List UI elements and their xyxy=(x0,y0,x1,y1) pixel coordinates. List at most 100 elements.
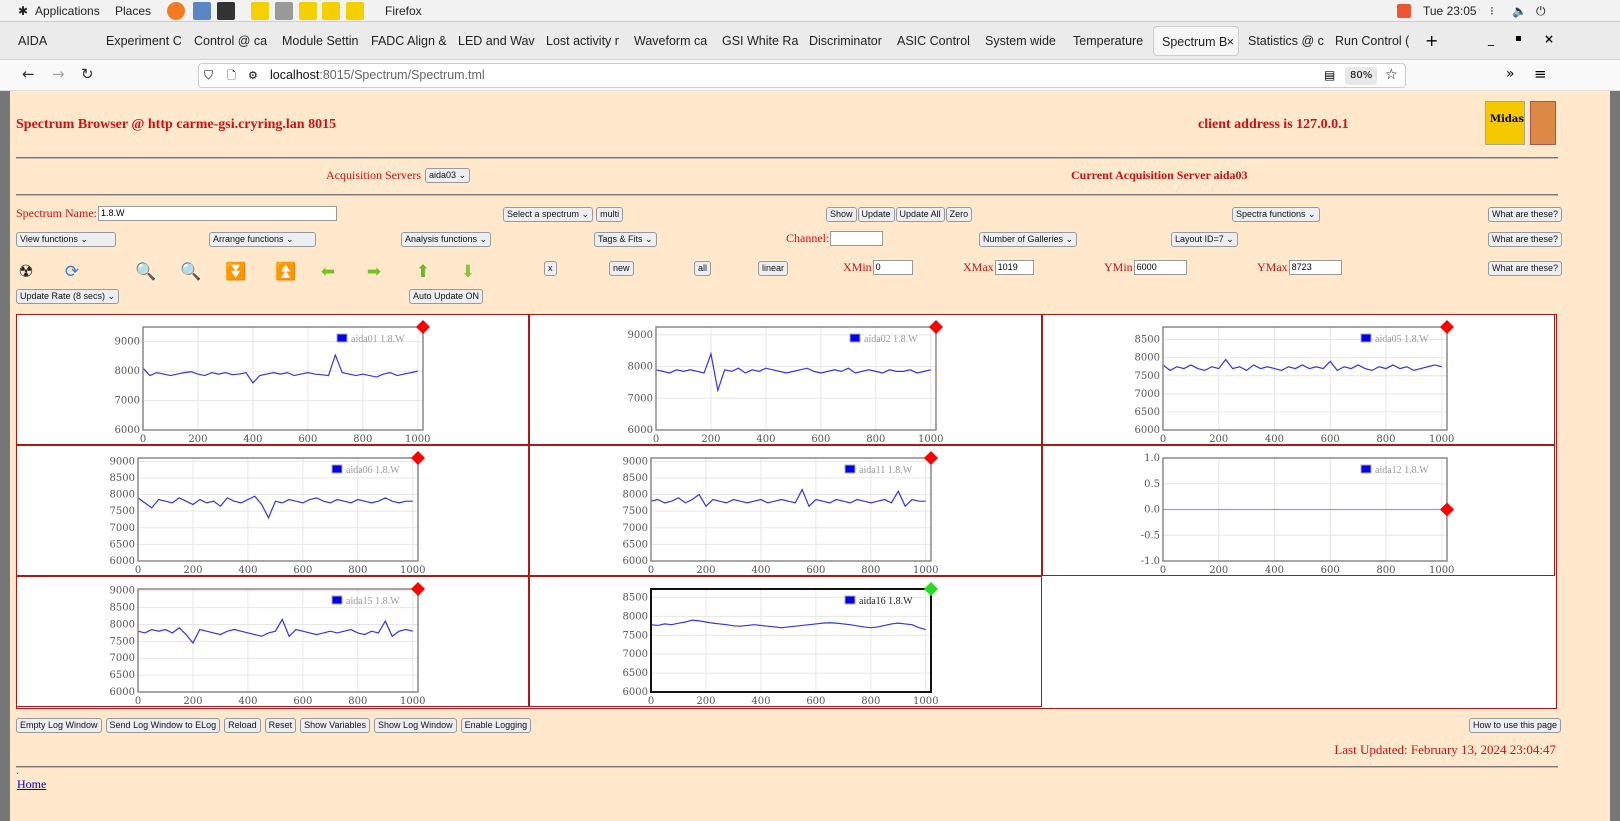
x-button[interactable]: x xyxy=(544,261,557,276)
close-tab-icon[interactable]: × xyxy=(1226,27,1234,55)
firefox-launcher-icon[interactable] xyxy=(167,2,185,20)
spectrum-chart[interactable]: 0 200 400 600 800 1000 6000 6500 7000 7500 8000 850… xyxy=(1043,315,1556,446)
places-menu[interactable]: Places xyxy=(115,4,152,18)
close-window-icon[interactable]: × xyxy=(1544,32,1555,46)
update-rate-dropdown[interactable]: Update Rate (8 secs) xyxy=(16,289,120,304)
layout-id-dropdown[interactable]: Layout ID=7 xyxy=(1171,232,1238,247)
screenshot-launcher-icon[interactable] xyxy=(275,2,293,20)
ymax-input[interactable]: 8723 xyxy=(1288,260,1342,275)
status-diamond-marker[interactable] xyxy=(1440,502,1454,517)
browser-tab[interactable]: Run Control ( xyxy=(1327,26,1413,56)
browser-tab[interactable]: Lost activity r xyxy=(538,26,624,56)
status-diamond-marker[interactable] xyxy=(929,320,943,334)
midas-launcher-icon[interactable] xyxy=(251,2,269,20)
zero-button[interactable]: Zero xyxy=(945,207,973,222)
arrow-left-icon[interactable]: ⬅ xyxy=(320,262,336,282)
zoom-in-icon[interactable]: 🔍 xyxy=(135,262,157,282)
browser-tab[interactable]: AIDA xyxy=(10,26,96,56)
browser-tab[interactable]: Waveform ca xyxy=(626,26,712,56)
footer-button[interactable]: Reset xyxy=(264,718,297,733)
midas-launcher-icon[interactable] xyxy=(299,2,317,20)
ymin-input[interactable]: 6000 xyxy=(1133,260,1187,275)
refresh-icon[interactable]: ⟳ xyxy=(64,262,80,282)
terminal-launcher-icon[interactable] xyxy=(217,2,235,20)
maximize-icon[interactable]: ▪ xyxy=(1515,33,1522,44)
spectrum-chart[interactable]: 0 200 400 600 800 1000 6000 6500 7000 7500 8000 850… xyxy=(530,577,1043,708)
new-tab-icon[interactable]: + xyxy=(1425,31,1439,50)
spectra-functions-dropdown[interactable]: Spectra functions xyxy=(1232,207,1320,222)
status-diamond-marker[interactable] xyxy=(416,320,430,334)
midas-launcher-icon[interactable] xyxy=(346,2,364,20)
status-diamond-marker[interactable] xyxy=(924,451,938,465)
analysis-functions-dropdown[interactable]: Analysis functions xyxy=(401,232,492,247)
midas-launcher-icon[interactable] xyxy=(322,2,340,20)
status-diamond-marker[interactable] xyxy=(411,451,425,465)
multi-button[interactable]: multi xyxy=(596,207,624,222)
how-to-use-button[interactable]: How to use this page xyxy=(1469,718,1562,733)
network-icon[interactable]: ⁝ xyxy=(1490,4,1494,18)
radiation-icon[interactable]: ☢ xyxy=(18,262,34,282)
browser-tab[interactable]: Spectrum B × xyxy=(1153,26,1239,56)
forward-icon[interactable]: → xyxy=(52,65,65,83)
minimize-icon[interactable]: _ xyxy=(1488,32,1494,46)
spectrum-name-input[interactable]: 1.8.W xyxy=(97,206,337,221)
browser-tab[interactable]: Module Settin xyxy=(274,26,360,56)
spectrum-chart[interactable]: 0 200 400 600 800 1000 6000 6500 7000 7500 8000 850… xyxy=(17,446,530,577)
footer-button[interactable]: Enable Logging xyxy=(460,718,532,733)
reader-view-icon[interactable]: ▤ xyxy=(1324,68,1336,82)
volume-icon[interactable]: 🔈 xyxy=(1512,4,1527,18)
zoom-out-icon[interactable]: 🔍 xyxy=(180,262,202,282)
bookmark-star-icon[interactable]: ☆ xyxy=(1385,67,1398,83)
arrow-right-icon[interactable]: ➡ xyxy=(366,262,382,282)
back-icon[interactable]: ← xyxy=(22,65,35,83)
all-button[interactable]: all xyxy=(694,261,712,276)
spectrum-chart[interactable]: 0 200 400 600 800 1000 6000 7000 8000 9000 aida02 … xyxy=(530,315,1043,446)
spectrum-panel[interactable]: 0 200 400 600 800 1000 6000 7000 8000 9000 aida02 … xyxy=(529,314,1042,445)
update-all-button[interactable]: Update All xyxy=(895,207,945,222)
shield-icon[interactable]: ⛉ xyxy=(204,68,214,82)
linear-button[interactable]: linear xyxy=(758,261,789,276)
home-link[interactable]: Home xyxy=(17,777,47,791)
new-button[interactable]: new xyxy=(609,261,634,276)
view-functions-dropdown[interactable]: View functions xyxy=(16,232,116,247)
arrow-down-icon[interactable]: ⬇ xyxy=(460,262,476,282)
acquisition-server-select[interactable]: aida03 xyxy=(425,168,471,183)
arrange-functions-dropdown[interactable]: Arrange functions xyxy=(209,232,316,247)
footer-button[interactable]: Reload xyxy=(224,718,261,733)
xmin-input[interactable]: 0 xyxy=(872,260,913,275)
browser-tab[interactable]: GSI White Ra xyxy=(714,26,800,56)
auto-update-button[interactable]: Auto Update ON xyxy=(409,289,484,304)
status-diamond-marker[interactable] xyxy=(1440,320,1454,334)
browser-tab[interactable]: Temperature xyxy=(1065,26,1151,56)
tags-fits-dropdown[interactable]: Tags & Fits xyxy=(594,232,657,247)
permissions-icon[interactable]: ⚙ xyxy=(248,69,258,82)
expand-down-icon[interactable]: ⏬ xyxy=(225,262,247,282)
file-manager-launcher-icon[interactable] xyxy=(193,2,211,20)
status-diamond-marker[interactable] xyxy=(924,582,938,596)
spectrum-panel[interactable]: 0 200 400 600 800 1000 -1.0 -0.5 0.0 0.5 1.0 aida12… xyxy=(1042,445,1555,576)
update-button[interactable]: Update xyxy=(857,207,895,222)
hamburger-menu-icon[interactable]: ≡ xyxy=(1534,65,1547,83)
reload-icon[interactable]: ↻ xyxy=(81,65,94,83)
spectrum-panel[interactable]: 0 200 400 600 800 1000 6000 7000 8000 9000 aida01 … xyxy=(16,314,529,445)
spectrum-panel[interactable]: 0 200 400 600 800 1000 6000 6500 7000 7500 8000 850… xyxy=(16,445,529,576)
number-of-galleries-dropdown[interactable]: Number of Galleries xyxy=(979,232,1078,247)
zoom-level[interactable]: 80% xyxy=(1345,67,1378,85)
power-icon[interactable]: ⏻ xyxy=(1536,4,1546,18)
browser-tab[interactable]: Discriminator xyxy=(801,26,887,56)
what-are-these-button[interactable]: What are these? xyxy=(1488,232,1563,247)
channel-input[interactable] xyxy=(830,231,884,246)
arrow-up-icon[interactable]: ⬆ xyxy=(415,262,431,282)
spectrum-panel[interactable]: 0 200 400 600 800 1000 6000 6500 7000 7500 8000 850… xyxy=(16,576,529,707)
spectrum-chart[interactable]: 0 200 400 600 800 1000 6000 6500 7000 7500 8000 850… xyxy=(17,577,530,708)
browser-tab[interactable]: ASIC Control xyxy=(889,26,975,56)
clock[interactable]: Tue 23:05 xyxy=(1423,4,1477,18)
footer-button[interactable]: Empty Log Window xyxy=(16,718,102,733)
url-bar[interactable]: ⛉ 🗋 ⚙ localhost:8015/Spectrum/Spectrum.t… xyxy=(198,63,1406,88)
spectrum-panel[interactable]: 0 200 400 600 800 1000 6000 6500 7000 7500 8000 850… xyxy=(529,445,1042,576)
select-spectrum-dropdown[interactable]: Select a spectrum xyxy=(503,207,594,222)
footer-button[interactable]: Send Log Window to ELog xyxy=(105,718,221,733)
spectrum-panel[interactable]: 0 200 400 600 800 1000 6000 6500 7000 7500 8000 850… xyxy=(529,576,1042,707)
spectrum-chart[interactable]: 0 200 400 600 800 1000 6000 7000 8000 9000 aida01 … xyxy=(17,315,530,446)
expand-up-icon[interactable]: ⏫ xyxy=(275,262,297,282)
